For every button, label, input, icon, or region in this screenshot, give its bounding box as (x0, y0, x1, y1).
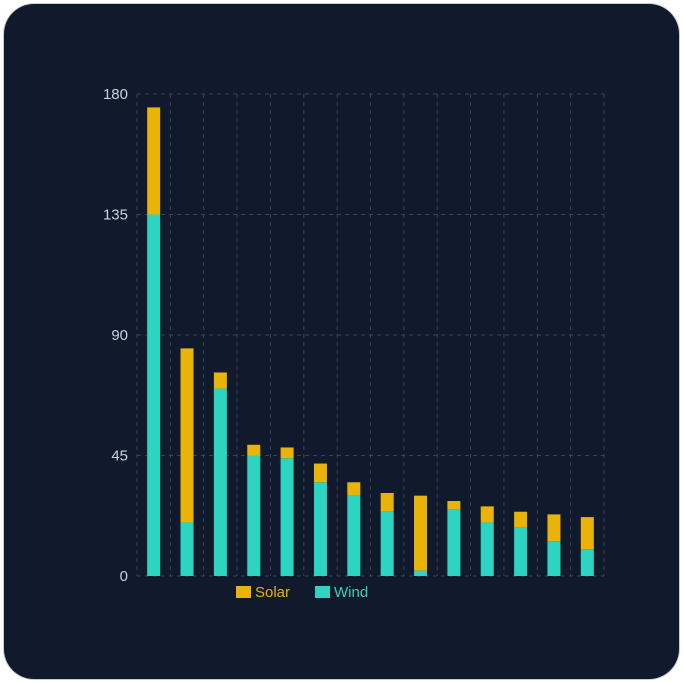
y-tick-label: 135 (103, 207, 128, 224)
bar-solar (313, 463, 327, 483)
bar-wind (213, 388, 227, 576)
bar-solar (480, 506, 494, 523)
bar-solar (514, 511, 528, 528)
bar-solar (180, 348, 194, 523)
bar-wind (380, 511, 394, 576)
y-tick-label: 0 (120, 568, 128, 585)
bar-wind (580, 549, 594, 576)
bar-solar (380, 492, 394, 512)
y-tick-label: 45 (111, 448, 128, 465)
legend-swatch-solar (236, 586, 251, 598)
bar-wind (313, 482, 327, 576)
bar-solar (247, 444, 261, 456)
bar-solar (213, 372, 227, 389)
chart-card (4, 4, 679, 679)
bar-wind (347, 495, 361, 576)
bar-wind (480, 522, 494, 576)
bars (147, 107, 594, 576)
y-tick-label: 90 (111, 327, 128, 344)
legend-label-wind: Wind (334, 584, 368, 601)
bar-wind (447, 509, 461, 576)
legend: Solar Wind (236, 584, 368, 601)
bar-wind (247, 455, 261, 576)
bar-wind (180, 522, 194, 576)
bar-solar (547, 514, 561, 542)
bar-solar (580, 517, 594, 550)
bar-wind (514, 527, 528, 576)
bar-wind (147, 214, 161, 576)
bar-wind (547, 541, 561, 576)
bar-solar (414, 495, 428, 571)
bar-wind (414, 570, 428, 576)
grid-lines (136, 93, 605, 577)
bar-solar (347, 482, 361, 496)
legend-swatch-wind (315, 586, 330, 598)
legend-label-solar: Solar (255, 584, 290, 601)
y-axis: 0 45 90 135 180 (103, 86, 128, 585)
bar-solar (447, 501, 461, 510)
y-tick-label: 180 (103, 86, 128, 103)
bar-solar (147, 107, 161, 215)
bar-wind (280, 458, 294, 576)
bar-solar (280, 447, 294, 459)
